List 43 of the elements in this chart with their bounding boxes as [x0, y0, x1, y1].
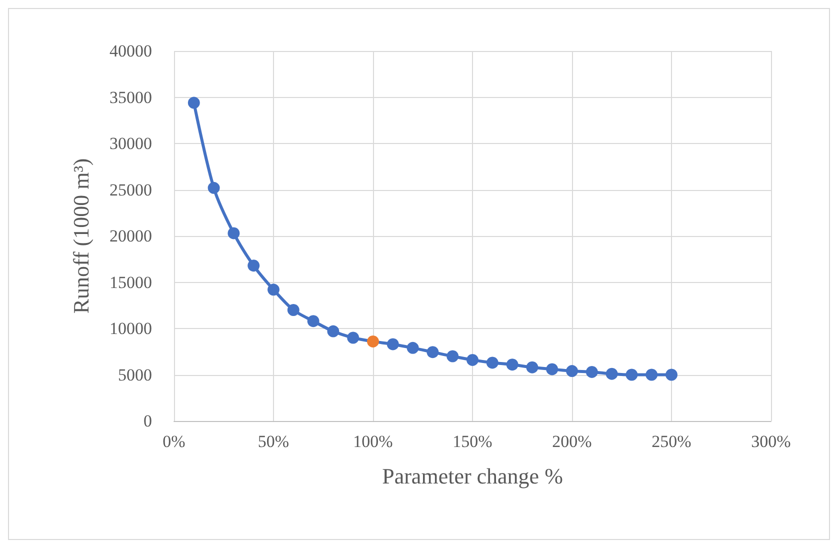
y-tick-label: 20000 — [110, 226, 152, 246]
point — [208, 182, 220, 194]
x-axis-title: Parameter change % — [382, 464, 563, 488]
point — [188, 96, 200, 109]
y-tick-label: 15000 — [110, 272, 152, 292]
y-tick-label: 40000 — [110, 42, 152, 60]
x-tick-label: 50% — [258, 432, 290, 451]
point — [268, 284, 280, 296]
point — [327, 325, 340, 338]
x-tick-label: 100% — [353, 432, 393, 451]
point — [426, 346, 439, 358]
point — [446, 350, 459, 362]
point — [546, 363, 558, 376]
x-tick-label: 300% — [751, 432, 791, 451]
point — [367, 335, 379, 348]
point — [248, 260, 260, 272]
point — [526, 361, 538, 374]
point — [646, 368, 658, 381]
y-axis-title: Runoff (1000 m³) — [68, 158, 94, 314]
point — [307, 315, 320, 328]
point — [406, 342, 419, 354]
point — [586, 366, 598, 378]
point — [566, 365, 578, 378]
point — [466, 354, 478, 366]
y-tick-label: 35000 — [110, 88, 152, 107]
point — [287, 304, 300, 316]
x-tick-label: 250% — [652, 432, 692, 451]
y-tick-label: 10000 — [110, 319, 152, 338]
point — [606, 368, 618, 380]
y-tick-label: 5000 — [118, 365, 152, 384]
point — [506, 358, 518, 371]
y-tick-label: 25000 — [110, 180, 152, 200]
point — [386, 338, 399, 350]
point — [626, 368, 638, 381]
x-tick-label: 0% — [162, 432, 186, 451]
x-tick-label: 200% — [552, 432, 592, 451]
y-tick-label: 30000 — [110, 134, 152, 153]
point — [347, 332, 360, 344]
point — [228, 227, 240, 240]
y-tick-label: 0 — [144, 412, 152, 430]
point — [666, 368, 678, 381]
x-tick-label: 150% — [452, 432, 492, 451]
point — [486, 356, 498, 369]
